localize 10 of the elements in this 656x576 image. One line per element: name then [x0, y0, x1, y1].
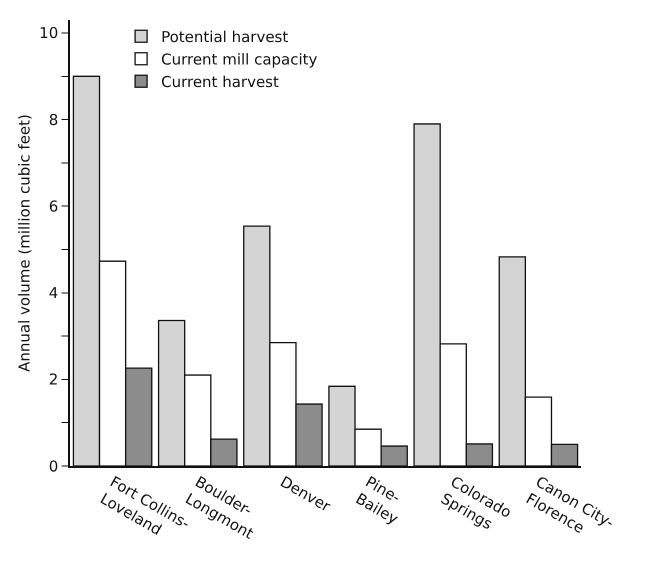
y-tick-label: 10: [39, 24, 58, 42]
y-tick-label: 4: [48, 284, 58, 302]
y-tick-label: 8: [48, 110, 58, 129]
y-tick-label: 6: [48, 197, 58, 216]
y-tick-label: 2: [48, 370, 58, 389]
legend-label: Current mill capacity: [161, 50, 318, 69]
y-axis-title: Annual volume (million cubic feet): [16, 114, 34, 372]
legend-label: Potential harvest: [161, 28, 288, 46]
legend-label: Current harvest: [161, 73, 279, 92]
y-tick-label: 0: [48, 457, 58, 476]
